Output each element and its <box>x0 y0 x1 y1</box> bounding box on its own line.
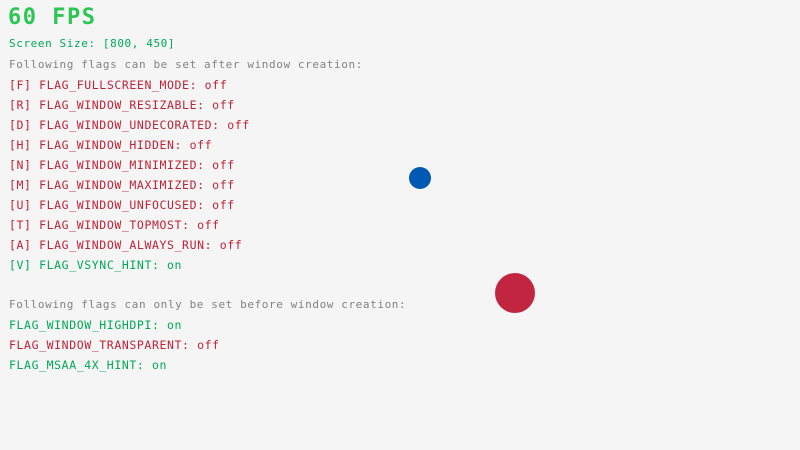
flag-separator: : <box>136 358 152 372</box>
flag-name: FLAG_WINDOW_UNFOCUSED <box>39 198 198 212</box>
flag-state-value: off <box>197 338 220 352</box>
flag-state-value: off <box>197 218 220 232</box>
flag-row[interactable]: FLAG_MSAA_4X_HINT: on <box>9 358 167 372</box>
flag-shortcut-key: [M] <box>9 178 40 192</box>
flag-row[interactable]: FLAG_WINDOW_HIGHDPI: on <box>9 318 182 332</box>
flag-row[interactable]: [T] FLAG_WINDOW_TOPMOST: off <box>9 218 220 232</box>
flag-name: FLAG_VSYNC_HINT <box>39 258 152 272</box>
flag-row[interactable]: FLAG_WINDOW_TRANSPARENT: off <box>9 338 220 352</box>
fps-counter: 60 FPS <box>8 5 97 30</box>
flag-shortcut-key: [T] <box>9 218 40 232</box>
flag-state-value: on <box>167 318 183 332</box>
flag-shortcut-key: [H] <box>9 138 40 152</box>
flag-shortcut-key: [R] <box>9 98 40 112</box>
flag-name: FLAG_WINDOW_MINIMIZED <box>39 158 198 172</box>
flag-separator: : <box>151 258 168 272</box>
flag-name: FLAG_FULLSCREEN_MODE <box>39 78 190 92</box>
flag-separator: : <box>197 98 213 112</box>
flag-shortcut-key: [V] <box>9 258 40 272</box>
flag-shortcut-key: [D] <box>9 118 40 132</box>
flag-name: FLAG_WINDOW_TOPMOST <box>39 218 183 232</box>
flag-name: FLAG_MSAA_4X_HINT <box>9 358 137 372</box>
flag-name: FLAG_WINDOW_HIGHDPI <box>9 318 152 332</box>
flag-row[interactable]: [N] FLAG_WINDOW_MINIMIZED: off <box>9 158 235 172</box>
flag-row[interactable]: [V] FLAG_VSYNC_HINT: on <box>9 258 182 272</box>
runtime-flags-heading: Following flags can be set after window … <box>9 58 363 71</box>
flag-separator: : <box>204 238 220 252</box>
flag-row[interactable]: [H] FLAG_WINDOW_HIDDEN: off <box>9 138 212 152</box>
flag-name: FLAG_WINDOW_MAXIMIZED <box>39 178 198 192</box>
flag-name: FLAG_WINDOW_UNDECORATED <box>39 118 213 132</box>
flag-separator: : <box>174 138 190 152</box>
flag-shortcut-key: [N] <box>9 158 40 172</box>
flag-state-value: off <box>212 98 235 112</box>
flag-shortcut-key: [F] <box>9 78 40 92</box>
flag-shortcut-key: [A] <box>9 238 40 252</box>
flag-name: FLAG_WINDOW_TRANSPARENT <box>9 338 183 352</box>
flag-state-value: on <box>167 258 183 272</box>
flag-row[interactable]: [A] FLAG_WINDOW_ALWAYS_RUN: off <box>9 238 242 252</box>
flag-separator: : <box>212 118 228 132</box>
flag-name: FLAG_WINDOW_HIDDEN <box>39 138 175 152</box>
flag-state-value: off <box>212 178 235 192</box>
flag-row[interactable]: [F] FLAG_FULLSCREEN_MODE: off <box>9 78 227 92</box>
flag-row[interactable]: [M] FLAG_WINDOW_MAXIMIZED: off <box>9 178 235 192</box>
flag-state-value: off <box>189 138 213 152</box>
flag-state-value: on <box>151 358 168 372</box>
flag-state-value: off <box>219 238 243 252</box>
flag-separator: : <box>197 198 213 212</box>
flag-name: FLAG_WINDOW_RESIZABLE <box>39 98 198 112</box>
flag-separator: : <box>182 338 198 352</box>
creation-flags-heading: Following flags can only be set before w… <box>9 298 407 311</box>
flag-shortcut-key: [U] <box>9 198 40 212</box>
flag-row[interactable]: [U] FLAG_WINDOW_UNFOCUSED: off <box>9 198 235 212</box>
flag-name: FLAG_WINDOW_ALWAYS_RUN <box>39 238 205 252</box>
flag-separator: : <box>151 318 168 332</box>
flag-separator: : <box>197 158 213 172</box>
flag-row[interactable]: [D] FLAG_WINDOW_UNDECORATED: off <box>9 118 250 132</box>
red-ball-shape <box>495 273 535 313</box>
flag-row[interactable]: [R] FLAG_WINDOW_RESIZABLE: off <box>9 98 235 112</box>
flag-separator: : <box>189 78 205 92</box>
flag-state-value: off <box>227 118 250 132</box>
blue-ball-shape <box>409 167 431 189</box>
flag-state-value: off <box>204 78 228 92</box>
flag-state-value: off <box>212 158 235 172</box>
flag-separator: : <box>182 218 198 232</box>
flag-separator: : <box>197 178 213 192</box>
screen-size-label: Screen Size: [800, 450] <box>9 37 176 50</box>
flag-state-value: off <box>212 198 235 212</box>
